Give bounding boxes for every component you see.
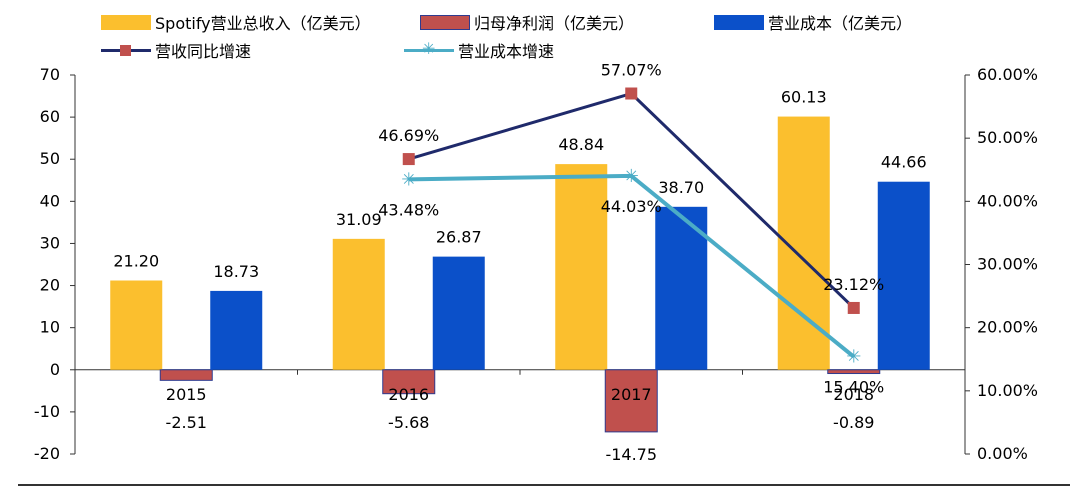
y-right-tick-label: 30.00% xyxy=(977,255,1038,274)
y-right-tick-label: 40.00% xyxy=(977,191,1038,210)
bar-net-profit xyxy=(159,369,213,381)
data-label-cost: 26.87 xyxy=(436,228,482,247)
data-label-revenue: 31.09 xyxy=(336,210,382,229)
data-label-revenue: 60.13 xyxy=(781,88,827,107)
data-label-cost-growth: 43.48% xyxy=(378,200,439,219)
x-tick-label: 2015 xyxy=(166,385,207,404)
bar-cost xyxy=(655,206,708,370)
y-left-tick-label: 60 xyxy=(40,107,60,126)
legend-item-revenue-growth: 营收同比增速 xyxy=(101,38,251,62)
data-label-cost-growth: 44.03% xyxy=(601,197,662,216)
data-label-revenue: 48.84 xyxy=(558,135,604,154)
legend-item-revenue: Spotify营业总收入（亿美元） xyxy=(101,10,371,34)
legend-swatch-revenue-growth xyxy=(101,43,151,58)
marker-revenue-growth xyxy=(625,87,638,100)
marker-cost-growth: ✳ xyxy=(846,347,861,368)
marker-revenue-growth xyxy=(847,301,860,314)
x-tick-label: 2017 xyxy=(611,385,652,404)
y-right-tick-label: 10.00% xyxy=(977,381,1038,400)
legend-label-revenue-growth: 营收同比增速 xyxy=(155,42,252,61)
bar-net-profit xyxy=(604,369,658,433)
y-left-tick-label: 0 xyxy=(50,360,60,379)
y-left-tick-label: -20 xyxy=(34,444,60,463)
y-left-tick-label: 40 xyxy=(40,191,60,210)
bar-revenue xyxy=(110,280,163,370)
marker-revenue-growth xyxy=(402,153,415,166)
x-tick-label: 2018 xyxy=(833,385,874,404)
legend-swatch-revenue xyxy=(101,14,151,30)
bar-revenue xyxy=(555,164,608,370)
data-label-net-profit: -2.51 xyxy=(166,413,207,432)
y-left-tick-label: -10 xyxy=(34,402,60,421)
bar-cost xyxy=(210,290,263,370)
legend-swatch-cost-growth: ✳ xyxy=(404,40,454,58)
legend-label-cost-growth: 营业成本增速 xyxy=(458,42,555,61)
bar-cost xyxy=(432,256,485,370)
y-right-tick-label: 50.00% xyxy=(977,128,1038,147)
y-left-tick-label: 20 xyxy=(40,276,60,295)
data-label-net-profit: -0.89 xyxy=(833,413,874,432)
data-label-revenue: 21.20 xyxy=(113,252,159,271)
y-right-tick-label: 60.00% xyxy=(977,65,1038,84)
y-left-tick-label: 30 xyxy=(40,233,60,252)
data-label-cost-growth: 15.40% xyxy=(823,378,884,397)
data-label-cost: 44.66 xyxy=(881,153,927,172)
legend-item-net-profit: 归母净利润（亿美元） xyxy=(420,10,634,34)
y-left-tick-label: 50 xyxy=(40,149,60,168)
data-label-cost: 18.73 xyxy=(213,262,259,281)
y-left-tick-label: 70 xyxy=(40,65,60,84)
data-label-net-profit: -5.68 xyxy=(388,413,429,432)
legend-label-net-profit: 归母净利润（亿美元） xyxy=(474,14,635,33)
marker-cost-growth: ✳ xyxy=(401,169,416,190)
data-label-net-profit: -14.75 xyxy=(605,445,657,464)
line-cost-growth xyxy=(408,173,856,359)
legend-item-cost-growth: ✳ 营业成本增速 xyxy=(404,38,554,62)
y-left-tick-label: 10 xyxy=(40,318,60,337)
bottom-rule xyxy=(18,484,1070,486)
bar-cost xyxy=(877,181,930,370)
legend-swatch-cost xyxy=(714,14,764,30)
y-right-tick-label: 20.00% xyxy=(977,318,1038,337)
data-label-revenue-growth: 46.69% xyxy=(378,126,439,145)
y-right-tick-label: 0.00% xyxy=(977,444,1028,463)
bar-net-profit xyxy=(382,369,436,395)
legend-label-cost: 营业成本（亿美元） xyxy=(768,14,913,33)
legend: Spotify营业总收入（亿美元） 归母净利润（亿美元） 营业成本（亿美元） 营… xyxy=(0,0,1080,66)
bar-revenue xyxy=(332,238,385,370)
data-label-revenue-growth: 57.07% xyxy=(601,61,662,80)
bar-net-profit xyxy=(827,369,881,375)
data-label-cost: 38.70 xyxy=(658,178,704,197)
legend-label-revenue: Spotify营业总收入（亿美元） xyxy=(155,14,371,33)
legend-item-cost: 营业成本（亿美元） xyxy=(714,10,912,34)
data-label-revenue-growth: 23.12% xyxy=(823,275,884,294)
legend-swatch-net-profit xyxy=(420,14,470,30)
x-tick-label: 2016 xyxy=(388,385,429,404)
marker-cost-growth: ✳ xyxy=(624,166,639,187)
